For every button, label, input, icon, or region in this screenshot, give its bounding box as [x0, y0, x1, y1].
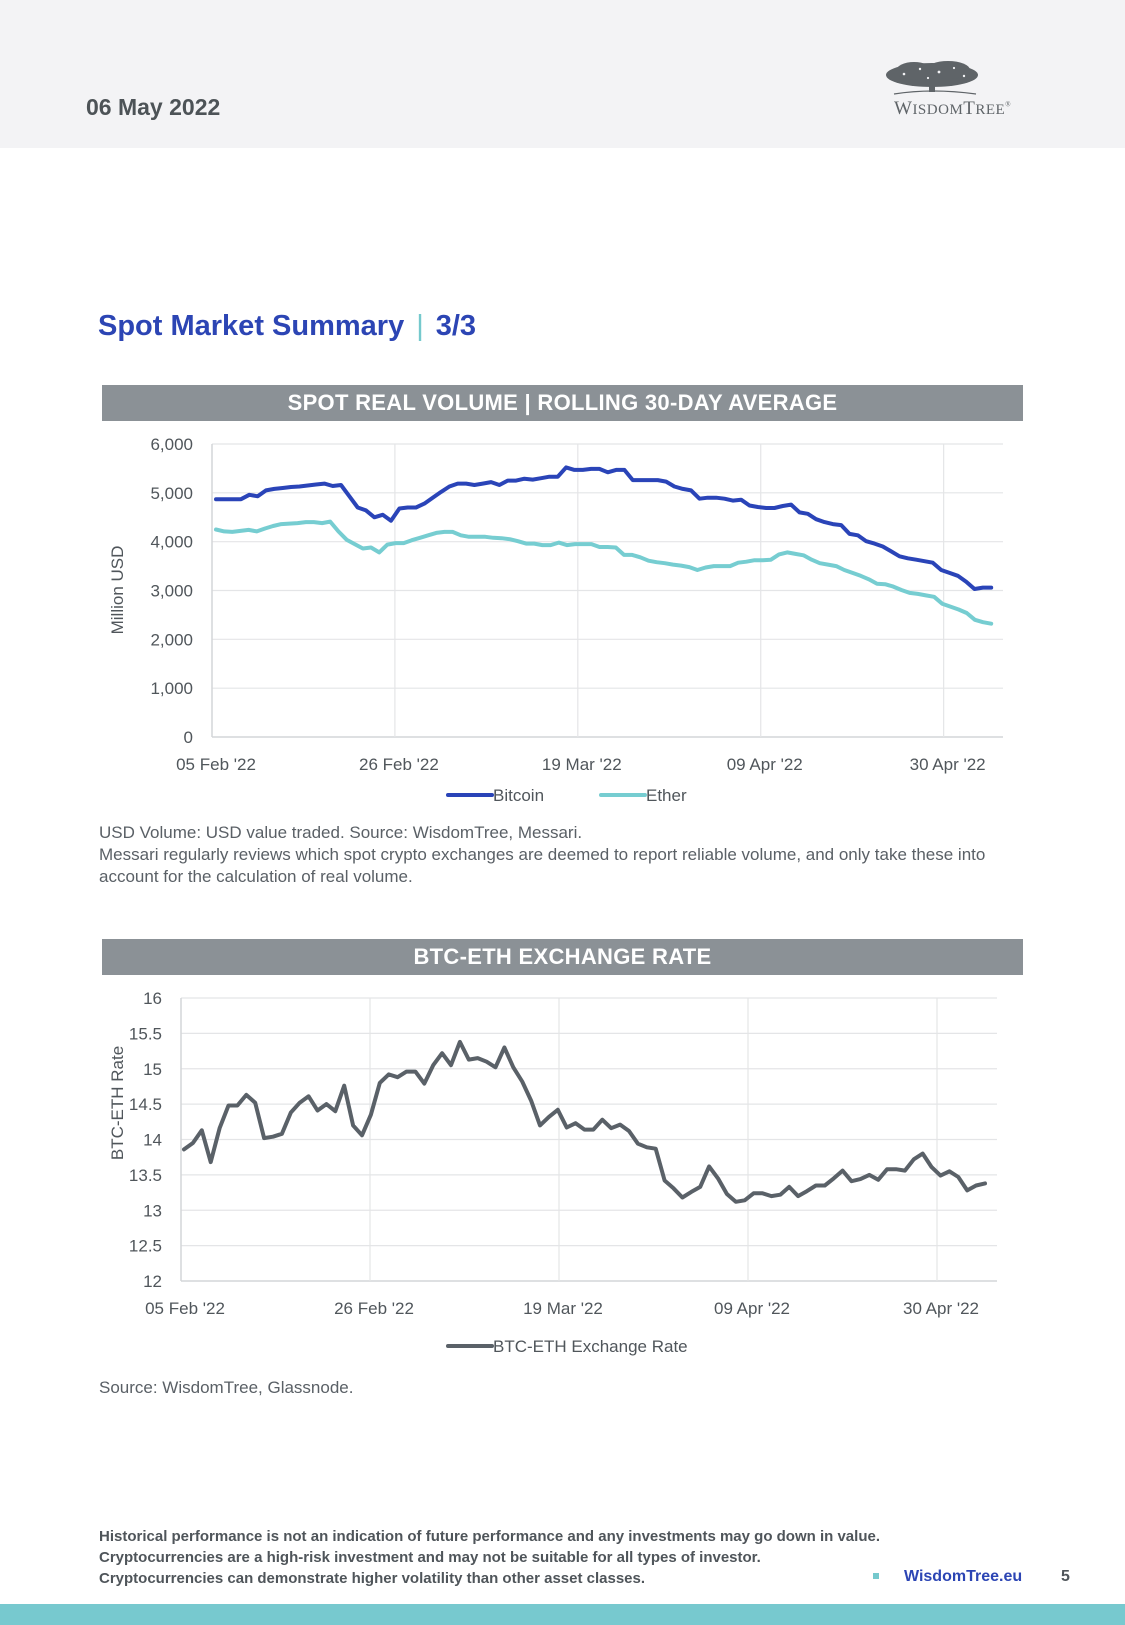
- series-line-ether: [214, 519, 994, 626]
- x-tick-label: 19 Mar '22: [542, 755, 622, 774]
- exchange-rate-chart-title: BTC-ETH EXCHANGE RATE: [102, 939, 1023, 975]
- x-tick-label: 19 Mar '22: [523, 1299, 603, 1318]
- logo-wordmark: WISDOMTREE®: [894, 98, 1012, 119]
- disclaimer-line: Cryptocurrencies can demonstrate higher …: [99, 1570, 646, 1587]
- y-tick-label: 5,000: [150, 484, 193, 503]
- x-tick-label: 26 Feb '22: [359, 755, 439, 774]
- page-number: 5: [1061, 1568, 1070, 1585]
- legend-label: BTC-ETH Exchange Rate: [493, 1337, 688, 1356]
- x-tick-label: 26 Feb '22: [334, 1299, 414, 1318]
- title-separator: |: [416, 310, 424, 342]
- y-tick-label: 13: [143, 1201, 162, 1220]
- y-tick-label: 12.5: [129, 1237, 162, 1256]
- website-link[interactable]: WisdomTree.eu: [904, 1568, 1023, 1585]
- y-tick-label: 12: [143, 1272, 162, 1291]
- y-tick-label: 16: [143, 989, 162, 1008]
- volume-chart-notes: USD Volume: USD value traded. Source: Wi…: [99, 822, 1014, 888]
- y-tick-label: 3,000: [150, 582, 193, 601]
- x-tick-label: 30 Apr '22: [910, 755, 986, 774]
- x-tick-label: 09 Apr '22: [714, 1299, 790, 1318]
- y-tick-label: 14: [143, 1131, 162, 1150]
- page-indicator: 3/3: [435, 310, 477, 342]
- tree-icon: [886, 61, 978, 95]
- series-line-btc-eth-exchange-rate: [182, 1039, 987, 1204]
- wisdomtree-logo[interactable]: WISDOMTREE®: [884, 60, 1044, 128]
- page-header: 06 May 2022 WISDOMTREE®: [0, 0, 1125, 148]
- y-axis-title: Million USD: [108, 546, 127, 635]
- y-tick-label: 15: [143, 1060, 162, 1079]
- disclaimer-line: Historical performance is not an indicat…: [99, 1528, 880, 1545]
- volume-note-line: USD Volume: USD value traded. Source: Wi…: [99, 823, 583, 842]
- y-tick-label: 13.5: [129, 1166, 162, 1185]
- section-title-text: Spot Market Summary: [98, 310, 405, 342]
- y-tick-label: 14.5: [129, 1095, 162, 1114]
- exchange-rate-chart-notes: Source: WisdomTree, Glassnode.: [99, 1377, 353, 1399]
- x-tick-label: 09 Apr '22: [727, 755, 803, 774]
- legend-label: Ether: [646, 786, 687, 805]
- x-tick-label: 30 Apr '22: [903, 1299, 979, 1318]
- volume-note-line: Messari regularly reviews which spot cry…: [99, 845, 986, 886]
- y-tick-label: 0: [184, 728, 193, 747]
- exchange-rate-note-line: Source: WisdomTree, Glassnode.: [99, 1378, 354, 1397]
- y-tick-label: 1,000: [150, 679, 193, 698]
- report-date: 06 May 2022: [86, 94, 221, 120]
- volume-chart: 0 1,000 2,000 3,000 4,000 5,000 6,000 05 Feb '2…: [108, 435, 1003, 805]
- x-tick-label: 05 Feb '22: [176, 755, 256, 774]
- volume-chart-title: SPOT REAL VOLUME | ROLLING 30-DAY AVERAG…: [102, 385, 1023, 421]
- y-axis-title: BTC-ETH Rate: [108, 1046, 127, 1160]
- y-tick-label: 15.5: [129, 1024, 162, 1043]
- footer-bullet-icon: [873, 1573, 879, 1579]
- series-line-bitcoin: [214, 465, 994, 591]
- x-tick-label: 05 Feb '22: [145, 1299, 225, 1318]
- y-tick-label: 2,000: [150, 630, 193, 649]
- risk-disclaimer: Historical performance is not an indicat…: [99, 1526, 880, 1589]
- legend-label: Bitcoin: [493, 786, 544, 805]
- disclaimer-line: Cryptocurrencies are a high-risk investm…: [99, 1549, 761, 1566]
- y-tick-label: 4,000: [150, 533, 193, 552]
- exchange-rate-chart: 12 12.5 13 13.5 14 14.5 15 15.5 16 05 Feb '22 26 F…: [108, 989, 997, 1356]
- section-title: Spot Market Summary | 3/3: [98, 310, 476, 343]
- footer-bar: [0, 1604, 1125, 1625]
- y-tick-label: 6,000: [150, 435, 193, 454]
